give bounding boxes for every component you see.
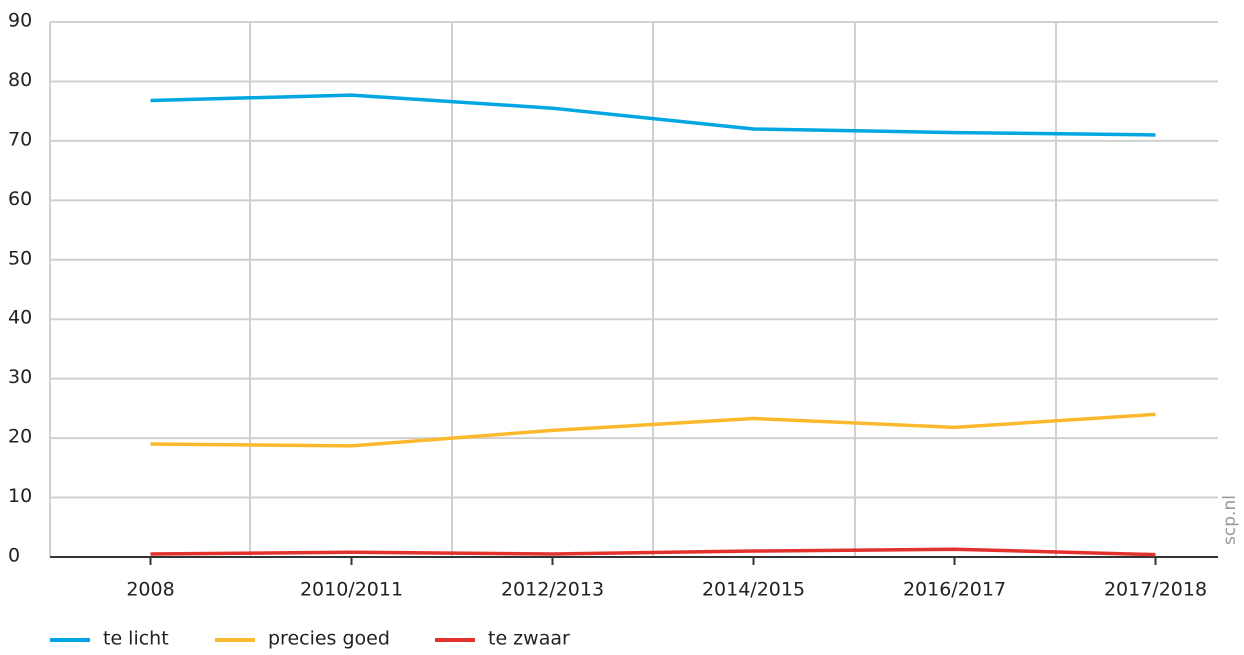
y-tick-label: 40	[8, 307, 32, 329]
series-line	[150, 412, 1156, 448]
y-tick-label: 80	[8, 69, 32, 91]
x-tick-label: 2017/2018	[1104, 579, 1207, 601]
x-tick-label: 2014/2015	[702, 579, 805, 601]
watermark: scp.nl	[1220, 495, 1240, 545]
y-tick-label: 0	[8, 545, 20, 567]
vertical-grid	[49, 22, 1057, 557]
series-line	[150, 547, 1156, 557]
y-tick-label: 30	[8, 366, 32, 388]
legend-label: precies goed	[268, 628, 390, 650]
x-tick-label: 2012/2013	[501, 579, 604, 601]
y-tick-label: 20	[8, 426, 32, 448]
series-line	[150, 93, 1156, 137]
y-tick-label: 50	[8, 247, 32, 269]
y-tick-label: 70	[8, 128, 32, 150]
x-tick-label: 2008	[126, 579, 174, 601]
legend-label: te zwaar	[488, 628, 570, 650]
x-tick-label: 2016/2017	[903, 579, 1006, 601]
y-tick-label: 10	[8, 485, 32, 507]
legend-label: te licht	[103, 628, 169, 650]
x-tick-label: 2010/2011	[300, 579, 403, 601]
y-tick-label: 60	[8, 188, 32, 210]
y-tick-label: 90	[8, 10, 32, 32]
